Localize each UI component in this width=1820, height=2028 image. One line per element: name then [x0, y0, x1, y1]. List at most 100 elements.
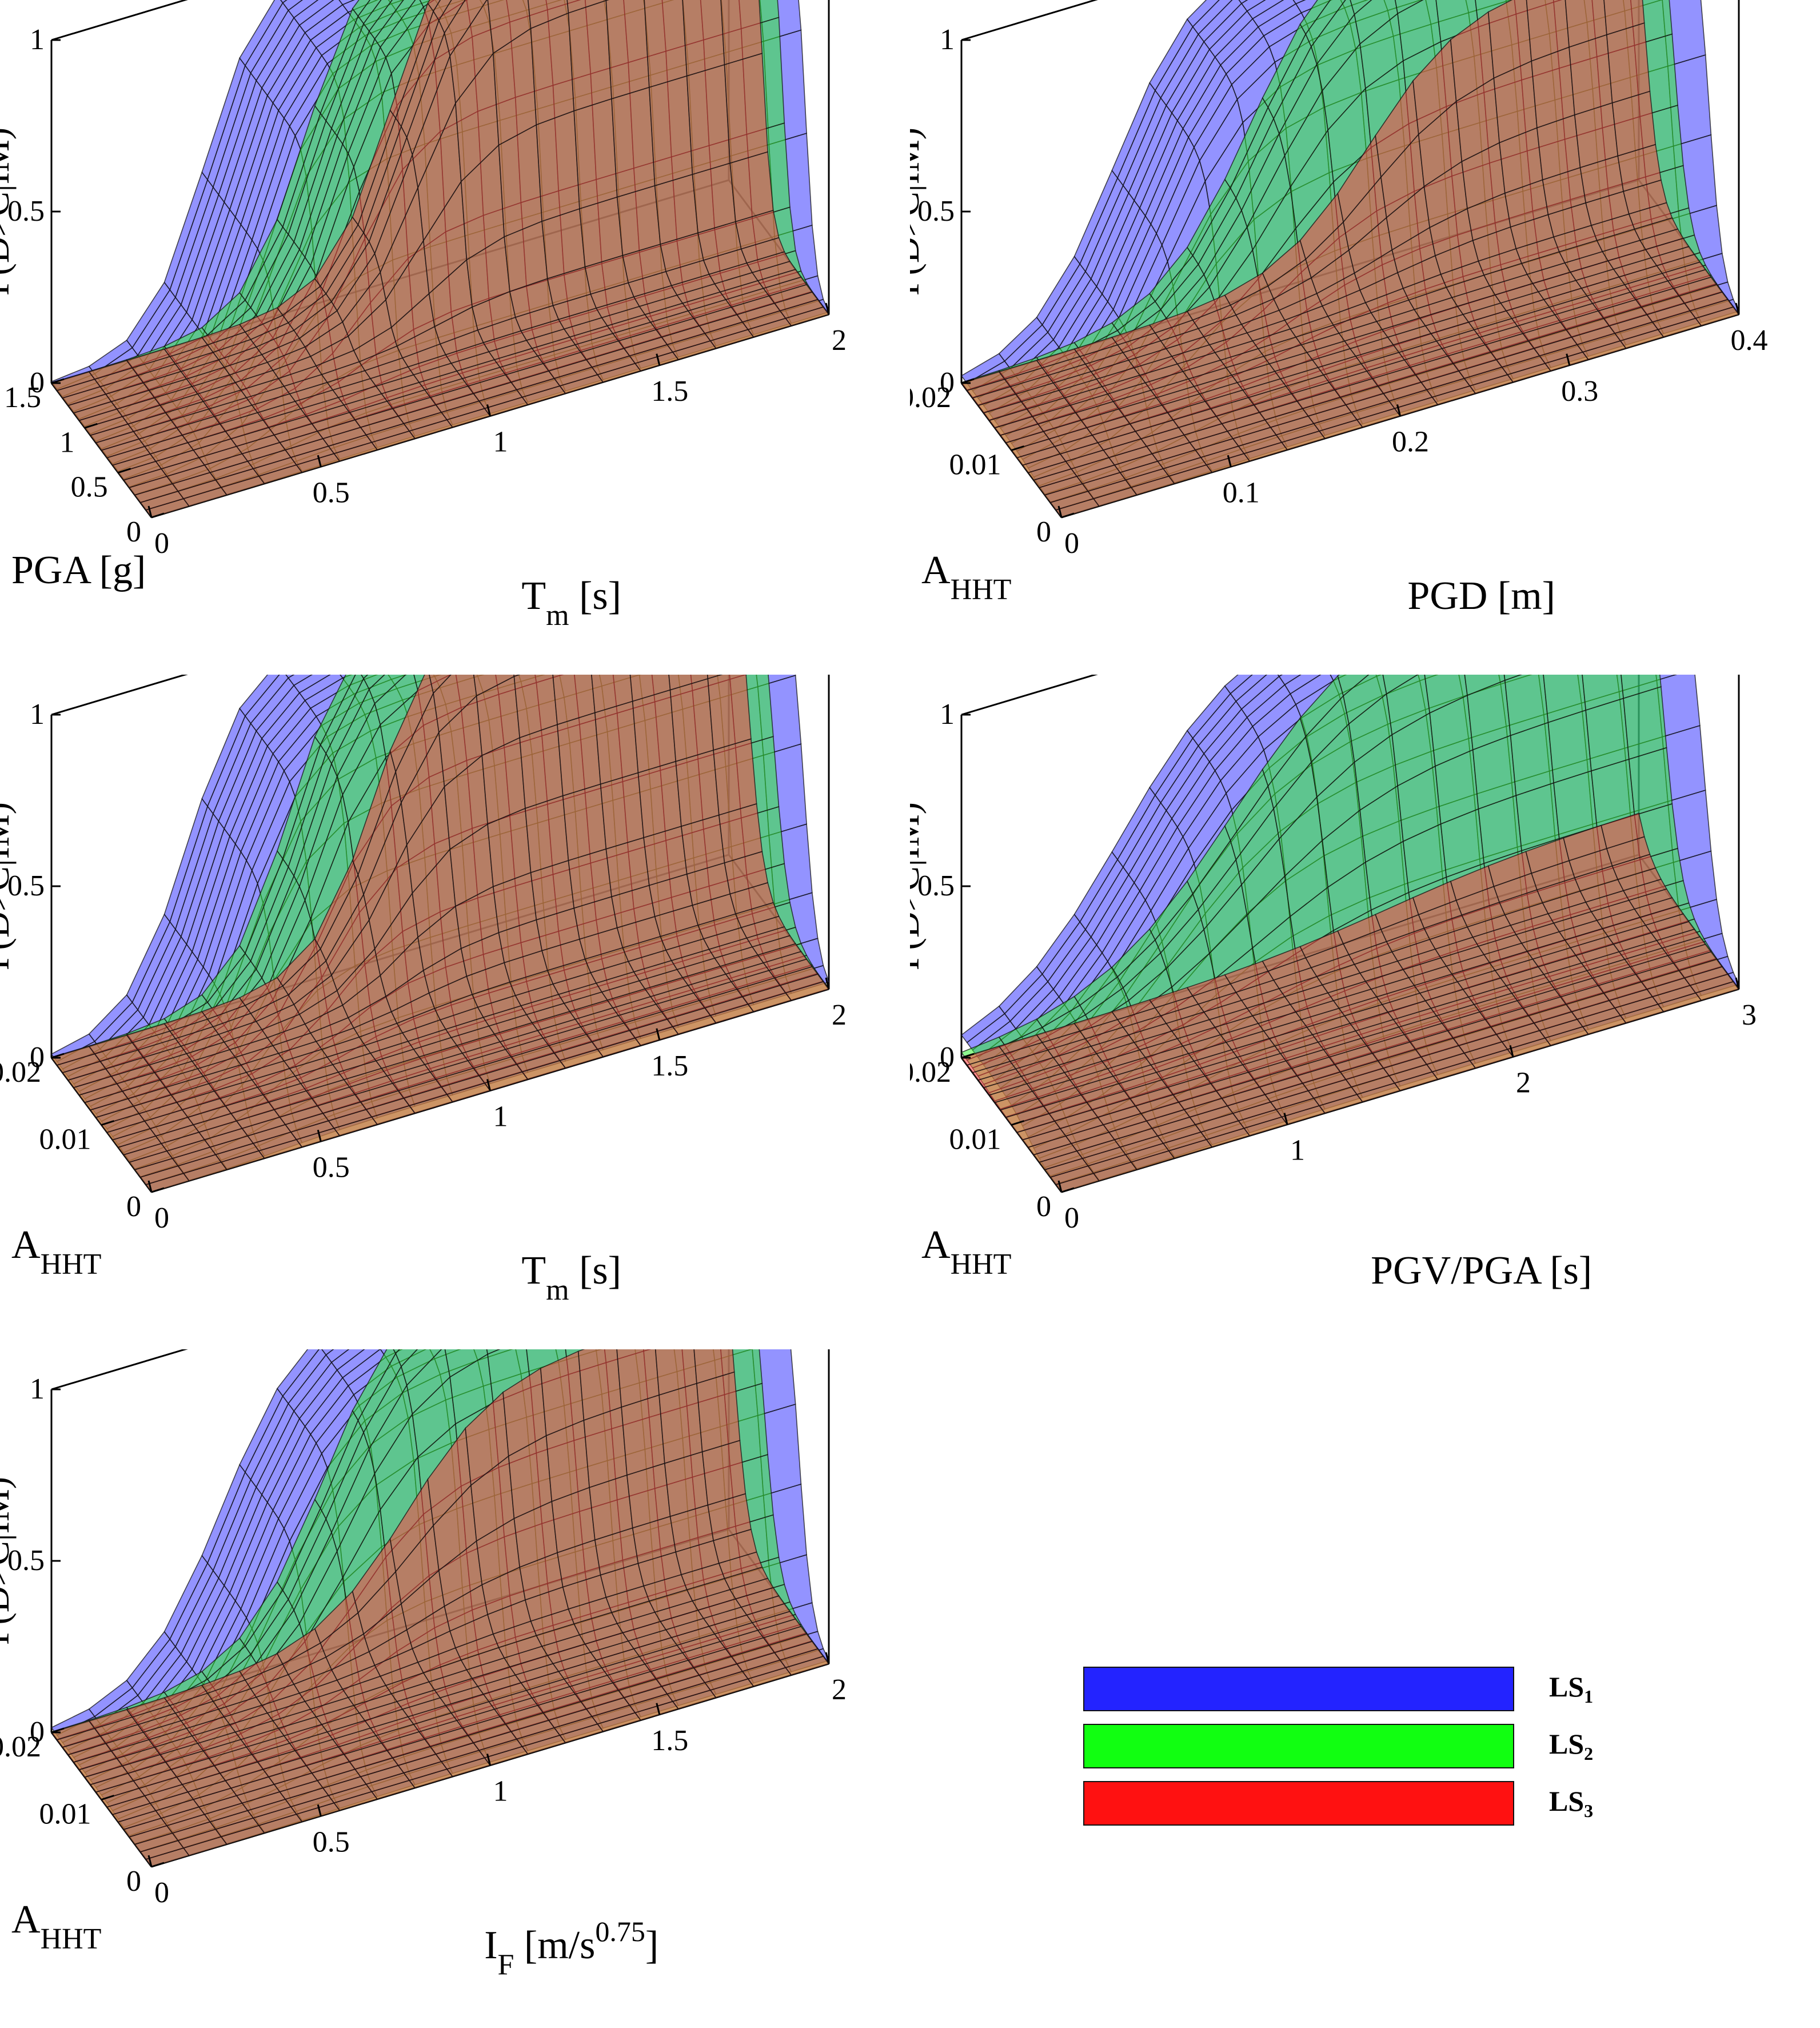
surface-cell [632, 689, 677, 774]
surface-cell [1424, 675, 1468, 714]
x-tick-label: 0 [126, 1190, 141, 1223]
surface-cell [1192, 0, 1233, 35]
x-tick [101, 1120, 114, 1126]
x-axis-label: AHHT [11, 1223, 101, 1281]
surface-cell [519, 724, 564, 809]
x-tick [151, 512, 165, 519]
x-tick-label: 1 [59, 426, 74, 459]
y-tick-label: 0 [1064, 527, 1079, 560]
surface-cell [1582, 675, 1624, 711]
surface-cell [1224, 675, 1253, 695]
surface-cell [1238, 0, 1248, 5]
surface-cell [1235, 675, 1280, 710]
x-axis-label: PGA [g] [11, 548, 146, 592]
surface-cell [282, 1349, 327, 1405]
y-tick [1396, 404, 1401, 416]
surface-cell [288, 675, 313, 686]
surface-ls3 [50, 675, 830, 1193]
surface-cell [244, 675, 289, 724]
y-tick [1057, 505, 1063, 518]
surface-cell [449, 0, 494, 105]
surface-cell [513, 675, 558, 739]
z-tick-label: 1 [940, 23, 955, 56]
y-tick-label: 1.5 [651, 1050, 688, 1082]
surface-cell [600, 772, 644, 850]
y-axis-label: PGV/PGA [s] [1371, 1249, 1592, 1293]
surface-ls3 [960, 812, 1740, 1193]
x-tick [151, 1187, 165, 1193]
x-tick [1011, 1120, 1024, 1126]
y-tick-label: 0.2 [1392, 426, 1429, 459]
surface-cell [729, 151, 774, 222]
x-tick [51, 1053, 65, 1059]
surface-cell [1299, 0, 1331, 35]
surface-ls3 [960, 0, 1740, 518]
y-tick-label: 2 [832, 999, 847, 1031]
surface-cell [321, 1349, 334, 1356]
surface-cell [1606, 22, 1651, 103]
surface-cell [1531, 46, 1575, 129]
x-tick [961, 1053, 975, 1059]
box-edge [961, 0, 1098, 41]
surface-cell [486, 1349, 501, 1355]
surface-cell [648, 75, 693, 186]
surface-cell [298, 675, 344, 702]
y-tick [1057, 1180, 1063, 1193]
surface-cell [276, 1349, 320, 1397]
surface-cell [557, 712, 601, 796]
surface-cell [368, 0, 404, 40]
surface-cell [724, 53, 768, 164]
surface-cell [342, 1349, 387, 1386]
x-tick [1061, 1187, 1075, 1193]
surface-cell [568, 0, 612, 111]
x-tick-label: 1.5 [4, 381, 41, 414]
surface-cell [1503, 675, 1522, 681]
surface-cell [282, 0, 303, 11]
surface-cell [473, 675, 515, 697]
surface-cell [433, 675, 477, 734]
surface-cell [438, 0, 466, 34]
surface-cell [293, 675, 331, 694]
surface-cell [675, 749, 720, 827]
y-tick [825, 977, 830, 990]
z-tick-label: 0.5 [917, 195, 955, 228]
z-tick-label: 1 [940, 698, 955, 731]
x-tick [1011, 445, 1024, 451]
surface-cell [1585, 698, 1630, 772]
surface-cell [1278, 675, 1302, 686]
surface-plot-ahht-tm: 0 0.5 1 P(D>C|IM) 0 0.01 0.02 AHHT 0 0.5 1 1.5 2 Tm [… [0, 675, 910, 1349]
surface-cell [1504, 675, 1549, 736]
y-tick [317, 455, 322, 467]
surface-cell [374, 675, 418, 726]
surface-cell [1277, 675, 1283, 678]
y-tick-label: 0.5 [313, 476, 350, 509]
y-tick [1227, 455, 1232, 467]
x-tick-label: 0.02 [910, 1056, 951, 1089]
surface-cell [513, 675, 521, 678]
y-tick-label: 1 [493, 1101, 508, 1133]
surface-ls3 [50, 0, 830, 518]
surface-cell [1603, 0, 1645, 35]
x-tick-label: 0.5 [71, 471, 108, 504]
x-tick-label: 0.02 [910, 381, 951, 414]
x-tick [1061, 512, 1075, 519]
y-tick-label: 0 [154, 527, 169, 560]
surface-cell [1601, 812, 1645, 850]
surface-cell [320, 675, 365, 755]
surface-cell [288, 0, 319, 19]
y-tick [486, 1079, 491, 1091]
z-tick-label: 1 [30, 698, 45, 731]
x-tick-label: 0 [126, 516, 141, 548]
surface-cell [1395, 0, 1424, 14]
y-tick [1735, 977, 1740, 990]
y-axis-label: Tm [s] [521, 1249, 621, 1306]
surface-cell [380, 0, 424, 58]
surface-cell [707, 675, 723, 680]
surface-cell [487, 0, 532, 54]
y-tick-label: 2 [1516, 1066, 1531, 1099]
y-tick [1735, 302, 1740, 315]
x-tick-label: 0 [1036, 1190, 1051, 1223]
surface-cell [1186, 0, 1220, 27]
surface-cell [566, 0, 607, 14]
surface-cell [374, 0, 416, 48]
